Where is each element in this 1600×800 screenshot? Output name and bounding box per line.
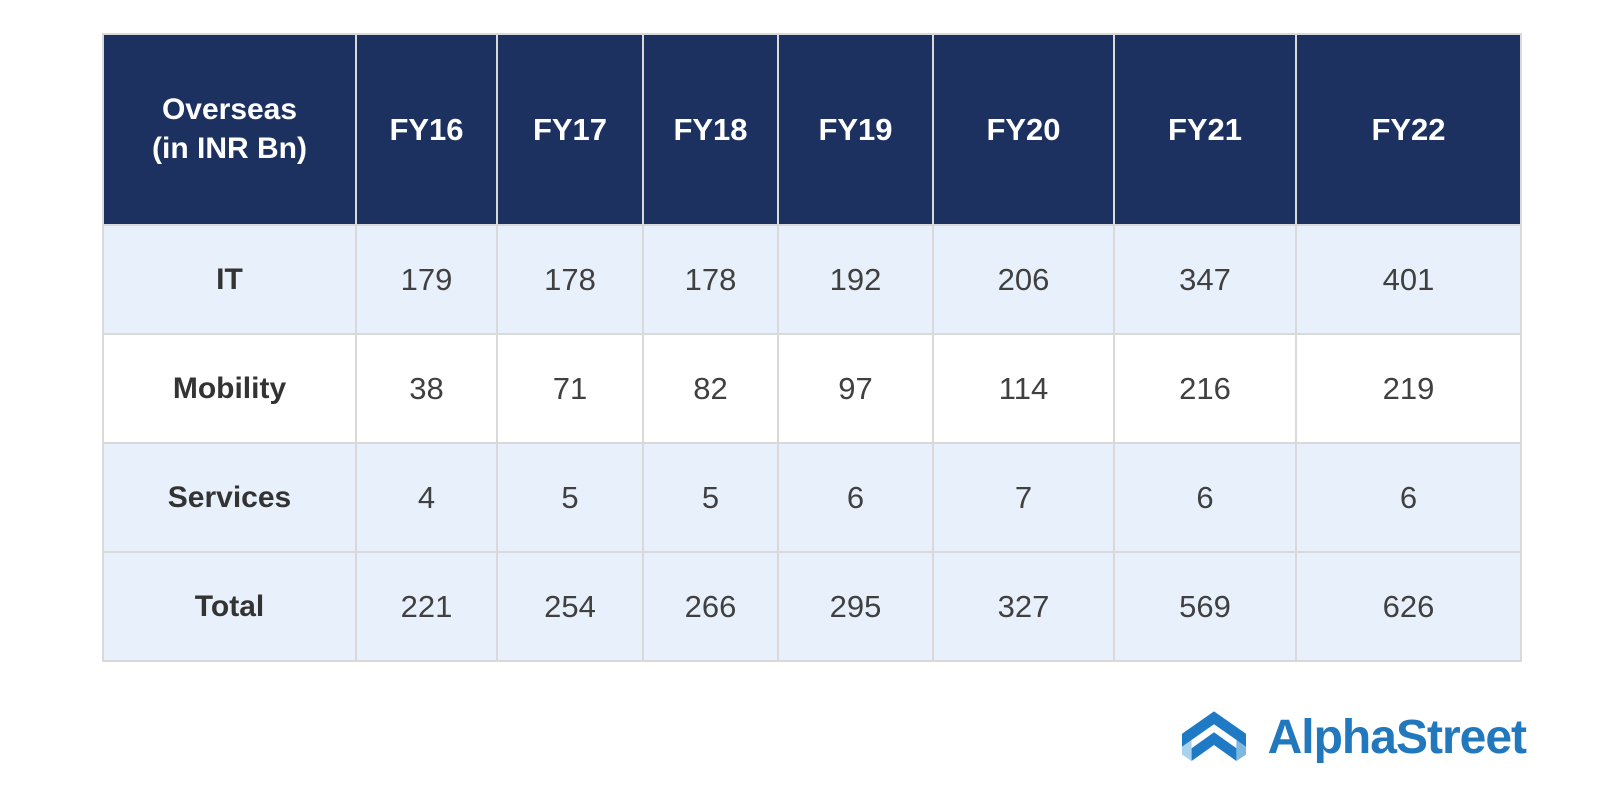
table-cell: 254 <box>496 551 644 662</box>
table-cell: 626 <box>1295 551 1522 662</box>
table-cell: 178 <box>496 224 644 335</box>
column-header-fy21: FY21 <box>1113 33 1297 226</box>
column-header-fy19: FY19 <box>777 33 934 226</box>
table-header-row: Overseas (in INR Bn) FY16 FY17 FY18 FY19… <box>102 33 1522 226</box>
table-title-cell: Overseas (in INR Bn) <box>102 33 357 226</box>
table-cell: 6 <box>1113 442 1297 553</box>
table-cell: 178 <box>642 224 779 335</box>
table-cell: 179 <box>355 224 498 335</box>
alphastreet-logo: AlphaStreet <box>1174 708 1527 766</box>
table-cell: 216 <box>1113 333 1297 444</box>
row-label-total: Total <box>102 551 357 662</box>
table-cell: 6 <box>1295 442 1522 553</box>
row-label-mobility: Mobility <box>102 333 357 444</box>
table-cell: 347 <box>1113 224 1297 335</box>
table-cell: 266 <box>642 551 779 662</box>
table-cell: 97 <box>777 333 934 444</box>
table-row-total: Total 221 254 266 295 327 569 626 <box>102 551 1522 662</box>
table-cell: 71 <box>496 333 644 444</box>
table-cell: 327 <box>932 551 1115 662</box>
table-cell: 6 <box>777 442 934 553</box>
table-cell: 5 <box>642 442 779 553</box>
table-row-services: Services 4 5 5 6 7 6 6 <box>102 442 1522 553</box>
table-row-mobility: Mobility 38 71 82 97 114 216 219 <box>102 333 1522 444</box>
overseas-revenue-table: Overseas (in INR Bn) FY16 FY17 FY18 FY19… <box>102 33 1522 662</box>
alphastreet-logo-icon <box>1181 711 1246 761</box>
row-label-it: IT <box>102 224 357 335</box>
table-cell: 82 <box>642 333 779 444</box>
column-header-fy22: FY22 <box>1295 33 1522 226</box>
table-cell: 7 <box>932 442 1115 553</box>
table-cell: 5 <box>496 442 644 553</box>
alphastreet-logo-text: AlphaStreet <box>1267 710 1527 764</box>
table-cell: 295 <box>777 551 934 662</box>
row-label-services: Services <box>102 442 357 553</box>
table-row-it: IT 179 178 178 192 206 347 401 <box>102 224 1522 335</box>
table-cell: 569 <box>1113 551 1297 662</box>
column-header-fy20: FY20 <box>932 33 1115 226</box>
table-cell: 38 <box>355 333 498 444</box>
table-cell: 206 <box>932 224 1115 335</box>
table-cell: 401 <box>1295 224 1522 335</box>
column-header-fy18: FY18 <box>642 33 779 226</box>
table-cell: 219 <box>1295 333 1522 444</box>
table-cell: 4 <box>355 442 498 553</box>
table-cell: 221 <box>355 551 498 662</box>
table-cell: 192 <box>777 224 934 335</box>
table-cell: 114 <box>932 333 1115 444</box>
column-header-fy16: FY16 <box>355 33 498 226</box>
column-header-fy17: FY17 <box>496 33 644 226</box>
